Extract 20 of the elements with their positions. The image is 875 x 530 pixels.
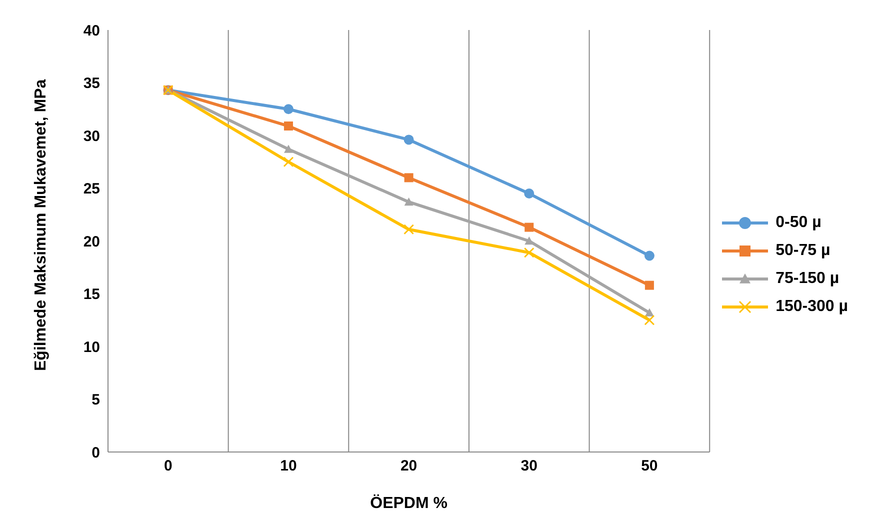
y-tick-label: 25 [83, 180, 100, 198]
x-tick-label: 50 [641, 458, 658, 475]
y-tick-label: 5 [92, 392, 100, 409]
x-axis-title: ÖEPDM % [370, 494, 448, 512]
y-tick-label: 30 [83, 128, 100, 145]
y-tick-label: 0 [92, 444, 100, 462]
y-tick-label: 35 [83, 75, 100, 92]
x-tick-label: 10 [280, 458, 297, 475]
legend-label: 150-300 µ [776, 298, 848, 316]
y-tick-label: 10 [83, 338, 100, 356]
y-tick-label: 40 [83, 22, 100, 40]
legend-label: 0-50 µ [776, 214, 822, 232]
y-tick-label: 20 [83, 233, 100, 250]
x-tick-label: 30 [520, 458, 538, 475]
legend-label: 75-150 µ [776, 270, 840, 288]
legend-label: 50-75 µ [776, 242, 830, 260]
y-tick-label: 15 [83, 286, 100, 304]
y-axis-title: Eğilmede Maksimum Mukavemet, MPa [32, 79, 50, 371]
x-tick-label: 20 [400, 458, 418, 475]
x-tick-label: 0 [164, 458, 172, 475]
